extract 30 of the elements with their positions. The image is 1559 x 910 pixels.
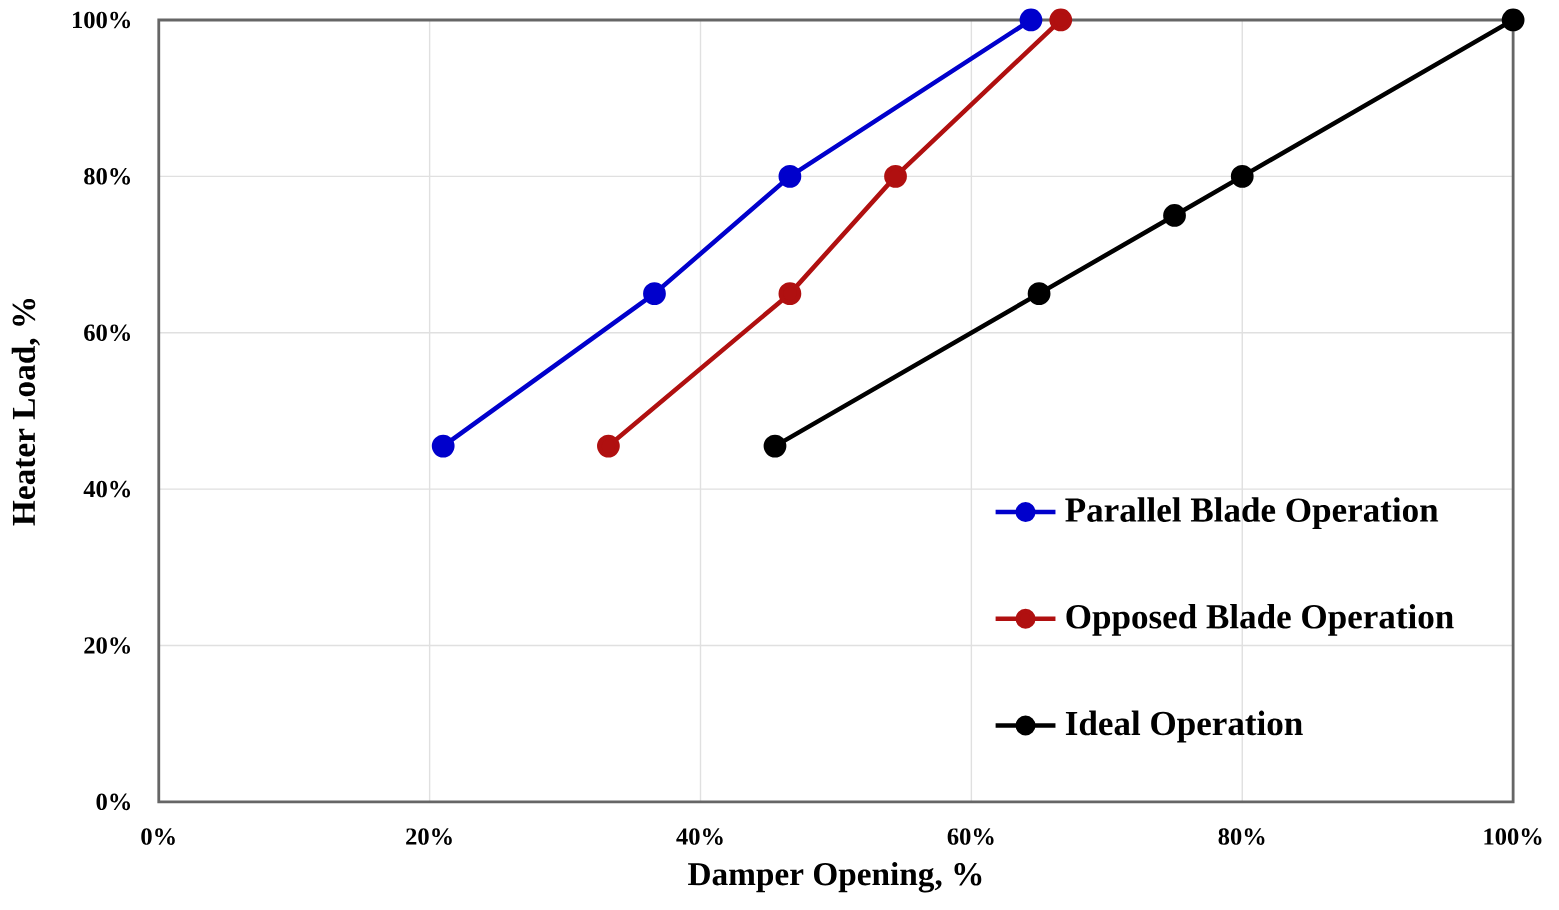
point [1163, 204, 1186, 228]
point [597, 434, 620, 458]
point [1230, 165, 1254, 188]
legend-label: Opposed Blade Operation [1066, 604, 1454, 636]
point [778, 282, 802, 306]
x-tick-label: 80% [1218, 828, 1265, 846]
point [431, 434, 455, 458]
x-tick-label: 40% [676, 828, 723, 846]
point [1019, 8, 1043, 32]
point [778, 165, 802, 188]
point [643, 282, 666, 306]
legend-label: Ideal Operation [1065, 710, 1303, 743]
point [884, 165, 907, 188]
point [1501, 8, 1525, 32]
y-tick-label: 20% [84, 637, 131, 655]
x-axis-title: Damper Opening, % [688, 862, 982, 893]
point [1027, 282, 1051, 306]
x-tick-label: 60% [947, 828, 994, 846]
point [763, 434, 787, 458]
y-tick-label: 80% [84, 168, 131, 185]
x-tick-label: 20% [406, 828, 452, 846]
y-tick-label: 60% [84, 324, 131, 342]
x-tick-label: 0% [141, 828, 175, 846]
x-tick-label: 100% [1484, 828, 1542, 846]
y-tick-label: 0% [96, 793, 131, 811]
y-axis-title: Heater Load, % [11, 299, 40, 526]
y-tick-label: 40% [83, 480, 131, 498]
legend-label: Parallel Blade Operation [1065, 497, 1439, 530]
y-tick-label: 100% [73, 11, 131, 29]
point [1049, 8, 1073, 32]
